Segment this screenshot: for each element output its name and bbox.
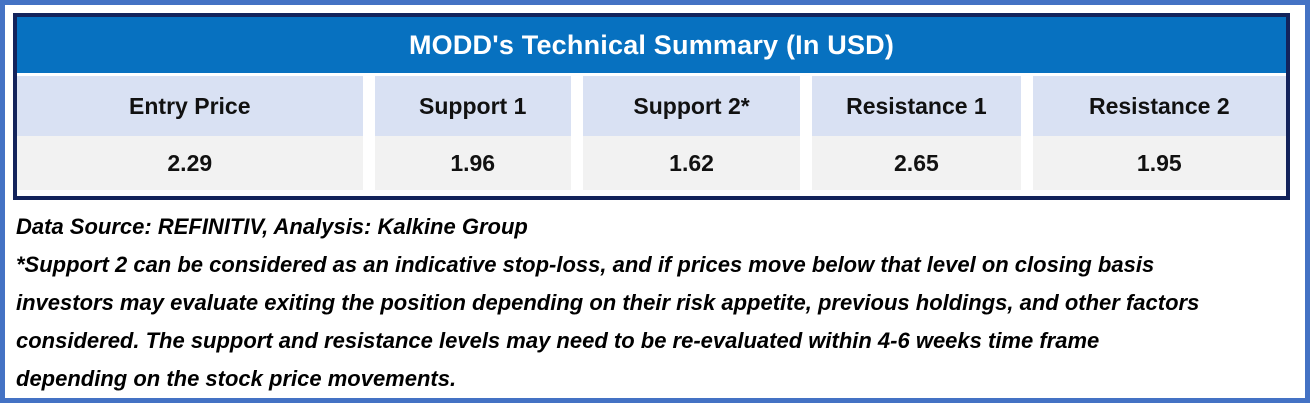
technical-summary-table: MODD's Technical Summary (In USD) Entry … xyxy=(13,13,1290,200)
value-cell-support-2: 1.62 xyxy=(582,136,801,190)
header-cell-entry-price: Entry Price xyxy=(17,76,363,136)
header-cell-resistance-2: Resistance 2 xyxy=(1032,76,1286,136)
data-source-line: Data Source: REFINITIV, Analysis: Kalkin… xyxy=(16,214,528,239)
table-title: MODD's Technical Summary (In USD) xyxy=(17,17,1286,73)
table-grid: Entry Price Support 1 Support 2* Resista… xyxy=(17,76,1286,190)
disclaimer-text: *Support 2 can be considered as an indic… xyxy=(16,252,1200,391)
header-cell-resistance-1: Resistance 1 xyxy=(812,76,1021,136)
header-cell-support-2: Support 2* xyxy=(582,76,801,136)
value-cell-resistance-1: 2.65 xyxy=(812,136,1021,190)
header-cell-support-1: Support 1 xyxy=(374,76,571,136)
footnotes: Data Source: REFINITIV, Analysis: Kalkin… xyxy=(16,208,1212,398)
value-cell-entry-price: 2.29 xyxy=(17,136,363,190)
value-cell-resistance-2: 1.95 xyxy=(1032,136,1286,190)
value-cell-support-1: 1.96 xyxy=(374,136,571,190)
